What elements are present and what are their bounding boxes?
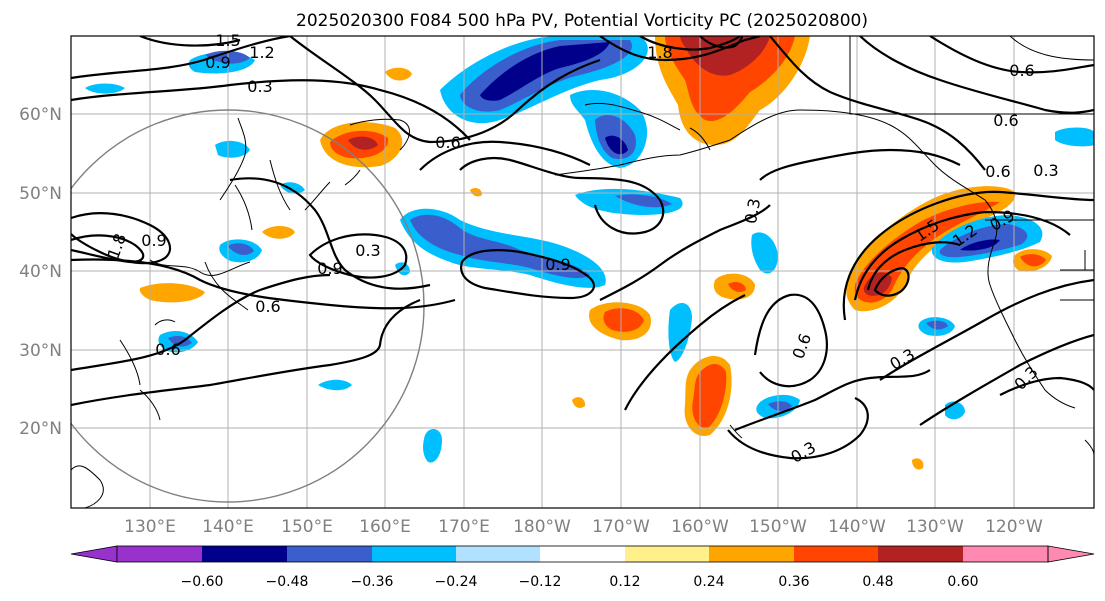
contour-label: 0.6 [155, 340, 180, 359]
colorbar-ticks: −0.60 −0.48 −0.36 −0.24 −0.12 0.12 0.24 … [181, 574, 979, 590]
lon-label: 160°W [671, 517, 729, 537]
colorbar: −0.60 −0.48 −0.36 −0.24 −0.12 0.12 0.24 … [70, 545, 1095, 590]
colorbar-border [116, 545, 1049, 563]
shade-positive [572, 397, 586, 408]
shade-positive [728, 282, 746, 292]
shade-negative [605, 135, 628, 155]
shade-negative [280, 182, 305, 194]
shade-positive [385, 67, 412, 81]
contour-label: 0.3 [247, 77, 272, 96]
lon-label: 170°E [438, 517, 490, 537]
shade-negative [768, 401, 792, 411]
contour-label: 0.9 [141, 231, 166, 250]
shade-positive [262, 226, 295, 239]
contour-label: 1.2 [249, 43, 274, 62]
colorbar-band [456, 546, 540, 562]
contour-label: 0.3 [355, 241, 380, 260]
shade-positive [912, 458, 924, 470]
lon-label: 140°E [202, 517, 254, 537]
lat-label: 50°N [19, 184, 62, 204]
colorbar-tick-label: −0.12 [519, 574, 562, 590]
contour-label: 0.3 [1033, 161, 1058, 180]
lon-label: 160°E [359, 517, 411, 537]
contour-label: 0.9 [545, 255, 570, 274]
lat-label: 40°N [19, 262, 62, 282]
contour-label: 0.9 [317, 259, 342, 278]
contour-label: 0.3 [741, 197, 764, 225]
contour-label: 0.6 [435, 133, 460, 152]
lon-label: 120°W [985, 517, 1043, 537]
colorbar-extend-low [70, 545, 118, 563]
colorbar-tick-label: 0.48 [862, 574, 893, 590]
colorbar-band [117, 546, 202, 562]
shade-negative [960, 239, 1000, 251]
graticule [71, 36, 1094, 508]
shade-negative [228, 243, 254, 256]
latitude-labels: 60°N 50°N 40°N 30°N 20°N [19, 105, 62, 439]
colorbar-band [878, 546, 963, 562]
colorbar-band [372, 546, 456, 562]
colorbar-tick-label: 0.36 [778, 574, 809, 590]
shade-positive [603, 308, 644, 332]
shade-positive [470, 187, 482, 197]
contour-label: 1.8 [647, 43, 672, 62]
contour-label: 0.6 [255, 297, 280, 316]
shade-positive [680, 36, 770, 76]
colorbar-tick-label: −0.48 [266, 574, 309, 590]
chart-title: 2025020300 F084 500 hPa PV, Potential Vo… [296, 11, 868, 31]
contour-label: 1.5 [215, 31, 240, 50]
colorbar-band [287, 546, 372, 562]
colorbar-band [709, 546, 794, 562]
lon-label: 140°W [828, 517, 886, 537]
colorbar-tick-label: 0.12 [609, 574, 640, 590]
shade-negative [615, 194, 672, 208]
colorbar-band [540, 546, 625, 562]
contour-label: 0.6 [993, 111, 1018, 130]
colorbar-band [202, 546, 287, 562]
contour-label: 0.6 [1009, 61, 1034, 80]
colorbar-segments [70, 545, 1095, 563]
lat-label: 60°N [19, 105, 62, 125]
shade-positive [1020, 254, 1046, 267]
colorbar-tick-label: −0.36 [351, 574, 394, 590]
shade-negative [926, 320, 948, 330]
shade-negative [215, 140, 250, 158]
colorbar-tick-label: 0.24 [693, 574, 724, 590]
lon-label: 180°W [513, 517, 571, 537]
shade-negative [423, 428, 442, 463]
lon-label: 130°E [124, 517, 176, 537]
shade-negative [480, 42, 610, 101]
colorbar-extend-high [1047, 545, 1095, 563]
contour-label: 0.6 [985, 162, 1010, 181]
lon-label: 170°W [592, 517, 650, 537]
shade-positive [139, 283, 205, 303]
colorbar-band [625, 546, 709, 562]
lat-label: 20°N [19, 419, 62, 439]
map-area: 1.5 1.2 0.9 0.3 0.6 1.8 0.6 0.6 0.6 0.3 … [70, 31, 1095, 509]
shade-negative [410, 214, 590, 279]
shade-negative [1055, 127, 1094, 147]
colorbar-tick-label: −0.60 [181, 574, 224, 590]
colorbar-tick-label: 0.60 [947, 574, 978, 590]
map-border [70, 35, 1095, 509]
shade-negative [85, 83, 125, 94]
longitude-labels: 130°E 140°E 150°E 160°E 170°E 180°W 170°… [124, 517, 1043, 537]
colorbar-tick-label: −0.24 [435, 574, 478, 590]
lat-label: 30°N [19, 341, 62, 361]
colorbar-band [794, 546, 878, 562]
shade-positive [692, 364, 727, 429]
lon-label: 150°W [749, 517, 807, 537]
pv-contours [71, 36, 1094, 460]
lon-label: 150°E [281, 517, 333, 537]
contour-label: 0.9 [205, 53, 230, 72]
shade-positive [348, 136, 378, 150]
shade-negative [751, 232, 778, 274]
lon-label: 130°W [906, 517, 964, 537]
colorbar-band [963, 546, 1048, 562]
shade-negative [318, 379, 352, 391]
